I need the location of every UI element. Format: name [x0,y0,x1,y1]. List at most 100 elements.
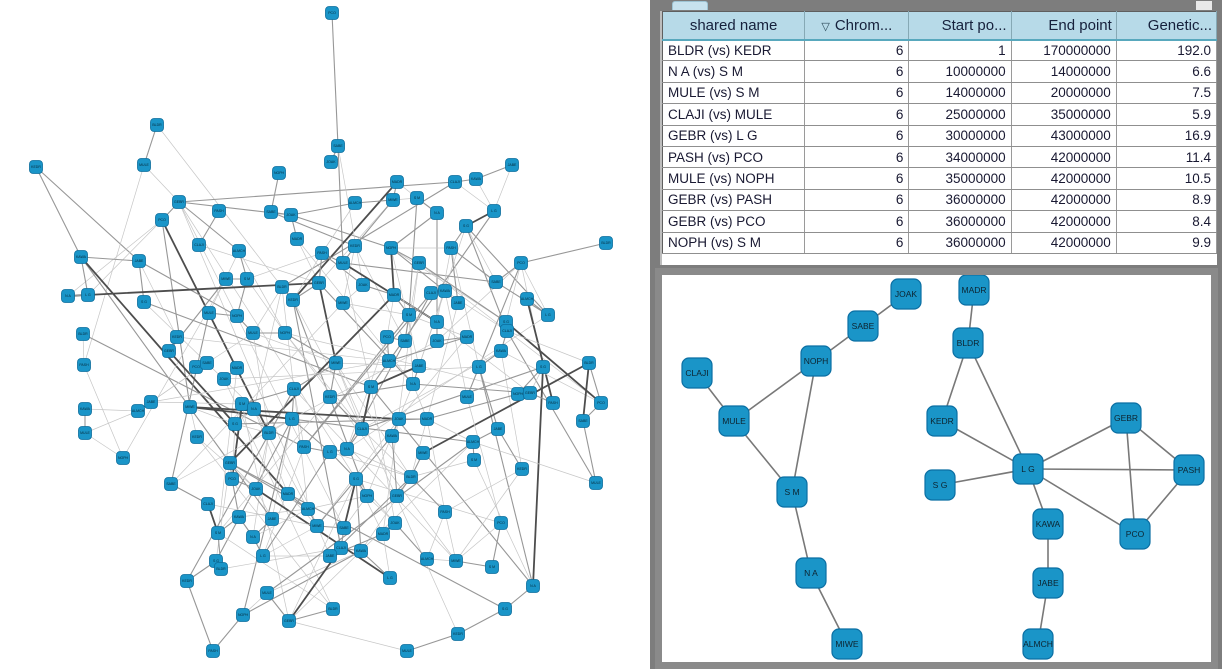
table-cell[interactable]: 6 [804,82,910,105]
table-cell[interactable]: 8.9 [1116,189,1218,212]
overview-node[interactable]: MIWE [329,356,343,370]
overview-node[interactable]: BLDR [326,602,340,616]
overview-node[interactable]: KAWA [354,544,368,558]
overview-node[interactable]: S G [349,472,363,486]
overview-node[interactable]: MIWE [449,554,463,568]
node-kedr[interactable]: KEDR [926,405,958,437]
table-cell[interactable]: PASH (vs) PCO [662,146,806,169]
overview-node[interactable]: NOPH [360,489,374,503]
table-cell[interactable]: 6 [804,167,910,190]
overview-node[interactable]: GEBR [523,386,537,400]
column-header-start-po[interactable]: Start po... [908,11,1012,41]
overview-node[interactable]: MADR [281,487,295,501]
overview-node[interactable]: ALMCH [520,292,534,306]
overview-node[interactable]: ALMCH [382,354,396,368]
overview-node[interactable]: L G [383,571,397,585]
overview-node[interactable]: SABE [576,414,590,428]
node-noph[interactable]: NOPH [800,345,832,377]
overview-node[interactable]: JABE [323,549,337,563]
table-row[interactable]: NOPH (vs) S M 6 36000000 42000000 9.9 [662,232,1218,254]
overview-node[interactable]: JOAK [388,516,402,530]
overview-node[interactable]: S M [364,380,378,394]
overview-node[interactable]: CLAJI [192,238,206,252]
overview-node[interactable]: JOAK [356,278,370,292]
node-jabe[interactable]: JABE [1032,567,1064,599]
node-madr[interactable]: MADR [958,275,990,306]
column-header-shared-name[interactable]: shared name [662,11,806,41]
overview-node[interactable]: N A [340,442,354,456]
table-cell[interactable]: MULE (vs) S M [662,82,806,105]
overview-node[interactable]: PCO [514,256,528,270]
panel-tab[interactable] [672,1,708,10]
overview-node[interactable]: BLDR [150,118,164,132]
overview-node[interactable]: N A [61,289,75,303]
overview-node[interactable]: MADR [460,330,474,344]
overview-node[interactable]: NOPH [384,241,398,255]
overview-node[interactable]: PCO [594,396,608,410]
table-cell[interactable]: 16.9 [1116,125,1218,147]
table-cell[interactable]: 6 [804,232,910,254]
overview-node[interactable]: MULE [246,326,260,340]
node-l-g[interactable]: L G [1012,453,1044,485]
overview-node[interactable]: PASH [444,241,458,255]
node-joak[interactable]: JOAK [890,278,922,310]
overview-node[interactable]: SABE [331,139,345,153]
overview-node[interactable]: MADR [387,288,401,302]
overview-node[interactable]: ALMCH [301,502,315,516]
node-pco[interactable]: PCO [1119,518,1151,550]
overview-node[interactable]: KEDR [190,430,204,444]
overview-node[interactable]: JOAK [284,208,298,222]
node-miwe[interactable]: MIWE [831,628,863,660]
overview-node[interactable]: SABE [489,275,503,289]
overview-node[interactable]: JABE [412,359,426,373]
column-header-end-point[interactable]: End point [1011,11,1117,41]
overview-node[interactable]: JOAK [392,412,406,426]
overview-node[interactable]: KAWA [232,510,246,524]
overview-node[interactable]: ALMCH [131,404,145,418]
table-cell[interactable]: NOPH (vs) S M [662,232,806,254]
overview-node[interactable]: MIWE [386,193,400,207]
detail-edge[interactable] [1027,417,1127,470]
overview-node[interactable]: GEBR [390,489,404,503]
table-row[interactable]: BLDR (vs) KEDR 6 1 170000000 192.0 [662,39,1218,62]
overview-node[interactable]: MADR [390,175,404,189]
overview-node[interactable]: BLDR [599,236,613,250]
overview-node[interactable]: CLAJI [287,382,301,396]
overview-node[interactable]: SABE [337,521,351,535]
overview-node[interactable]: PASH [206,644,220,658]
overview-node[interactable]: CLAJI [355,422,369,436]
filter-icon[interactable]: ▽ [821,20,830,33]
table-cell[interactable]: 42000000 [1011,232,1117,254]
overview-node[interactable]: MULE [460,390,474,404]
overview-node[interactable]: PCO [225,472,239,486]
table-cell[interactable]: 6 [804,125,910,147]
node-bldr[interactable]: BLDR [952,327,984,359]
overview-node[interactable]: PASH [297,440,311,454]
table-cell[interactable]: 14000000 [908,82,1012,105]
overview-node[interactable]: KEDR [180,574,194,588]
overview-node[interactable]: MIWE [336,296,350,310]
table-cell[interactable]: CLAJI (vs) MULE [662,103,806,126]
overview-node[interactable]: S M [211,526,225,540]
overview-node[interactable]: GEBR [312,276,326,290]
table-cell[interactable]: 10000000 [908,60,1012,83]
table-cell[interactable]: 1 [908,39,1012,62]
overview-node[interactable]: KEDR [170,330,184,344]
table-cell[interactable]: 7.5 [1116,82,1218,105]
table-row[interactable]: GEBR (vs) L G 6 30000000 43000000 16.9 [662,125,1218,147]
overview-node[interactable]: S M [240,272,254,286]
overview-node[interactable]: MADR [230,361,244,375]
overview-node[interactable]: MULE [589,476,603,490]
detail-edge[interactable] [1027,468,1136,535]
overview-node[interactable]: L G [472,360,486,374]
overview-node[interactable]: MIWE [183,400,197,414]
overview-node[interactable]: KAWA [469,172,483,186]
table-cell[interactable]: GEBR (vs) PCO [662,210,806,233]
detail-edge[interactable] [967,342,1029,470]
overview-node[interactable]: L G [323,445,337,459]
overview-node[interactable]: PCO [325,6,339,20]
overview-node[interactable]: CLAJI [201,497,215,511]
overview-node[interactable]: MULE [78,426,92,440]
table-cell[interactable]: 25000000 [908,103,1012,126]
